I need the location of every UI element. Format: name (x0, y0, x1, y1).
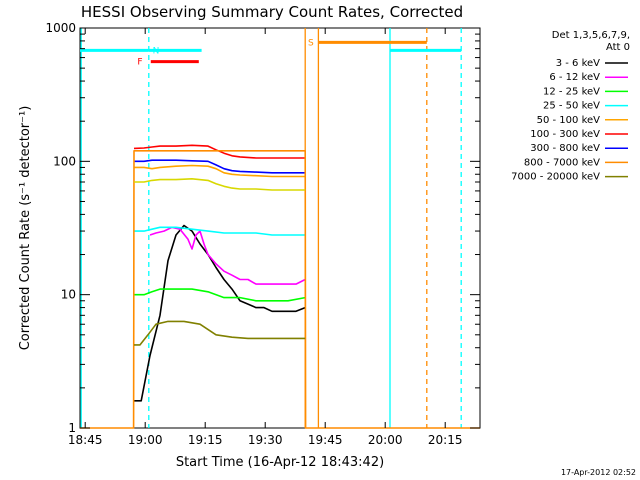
series-line-0 (134, 224, 306, 402)
legend-label-5: 100 - 300 keV (530, 129, 600, 140)
x-tick-label-5: 20:00 (368, 433, 403, 447)
legend-label-2: 12 - 25 keV (543, 86, 600, 97)
x-tick-label-2: 19:15 (188, 433, 223, 447)
x-axis-label: Start Time (16-Apr-12 18:43:42) (176, 455, 384, 470)
legend-header-line-0: Det 1,3,5,6,7,9, (552, 30, 630, 41)
legend-label-6: 300 - 800 keV (530, 143, 600, 154)
series-line-3 (134, 226, 306, 236)
y-tick-label-0: 1 (68, 421, 76, 435)
x-tick-label-3: 19:30 (248, 433, 283, 447)
legend-label-8: 7000 - 20000 keV (511, 172, 600, 183)
legend-header-line-1: Att 0 (606, 42, 630, 53)
legend-label-3: 25 - 50 keV (543, 101, 600, 112)
legend: Det 1,3,5,6,7,9,Att 0 3 - 6 keV 6 - 12 keV… (511, 30, 630, 183)
chart-title: HESSI Observing Summary Count Rates, Cor… (81, 3, 463, 21)
series-line-1 (149, 226, 306, 285)
plot-frame (79, 27, 481, 429)
series-line-5 (133, 144, 306, 159)
x-tick-label-0: 18:45 (68, 433, 103, 447)
series-line-8 (134, 320, 306, 346)
series-line-4 (134, 164, 306, 178)
legend-label-1: 6 - 12 keV (549, 72, 600, 83)
plot-area: N F S (80, 28, 480, 429)
legend-label-0: 3 - 6 keV (556, 58, 600, 69)
series-line-2 (134, 288, 306, 302)
series-line-9 (134, 178, 306, 191)
x-tick-label-4: 19:45 (308, 433, 343, 447)
y-tick-label-2: 100 (53, 154, 76, 168)
state-bar-label-3: S (308, 38, 314, 48)
axes: 18:45 19:00 19:15 19:30 19:45 20:00 20:15 1 10 10… (45, 21, 480, 447)
legend-label-4: 50 - 100 keV (537, 115, 601, 126)
state-bar-label-2: F (137, 58, 142, 68)
legend-label-7: 800 - 7000 keV (524, 157, 600, 168)
x-tick-label-1: 19:00 (128, 433, 163, 447)
timestamp: 17-Apr-2012 02:52 (561, 468, 636, 477)
y-tick-label-3: 1000 (45, 21, 76, 35)
series-line-6 (134, 159, 306, 174)
y-axis-label: Corrected Count Rate (s⁻¹ detector⁻¹) (18, 106, 33, 351)
state-bar-label-1: N (153, 46, 160, 56)
y-tick-label-1: 10 (61, 288, 76, 302)
series-line-7 (80, 150, 480, 429)
x-tick-label-6: 20:15 (428, 433, 463, 447)
